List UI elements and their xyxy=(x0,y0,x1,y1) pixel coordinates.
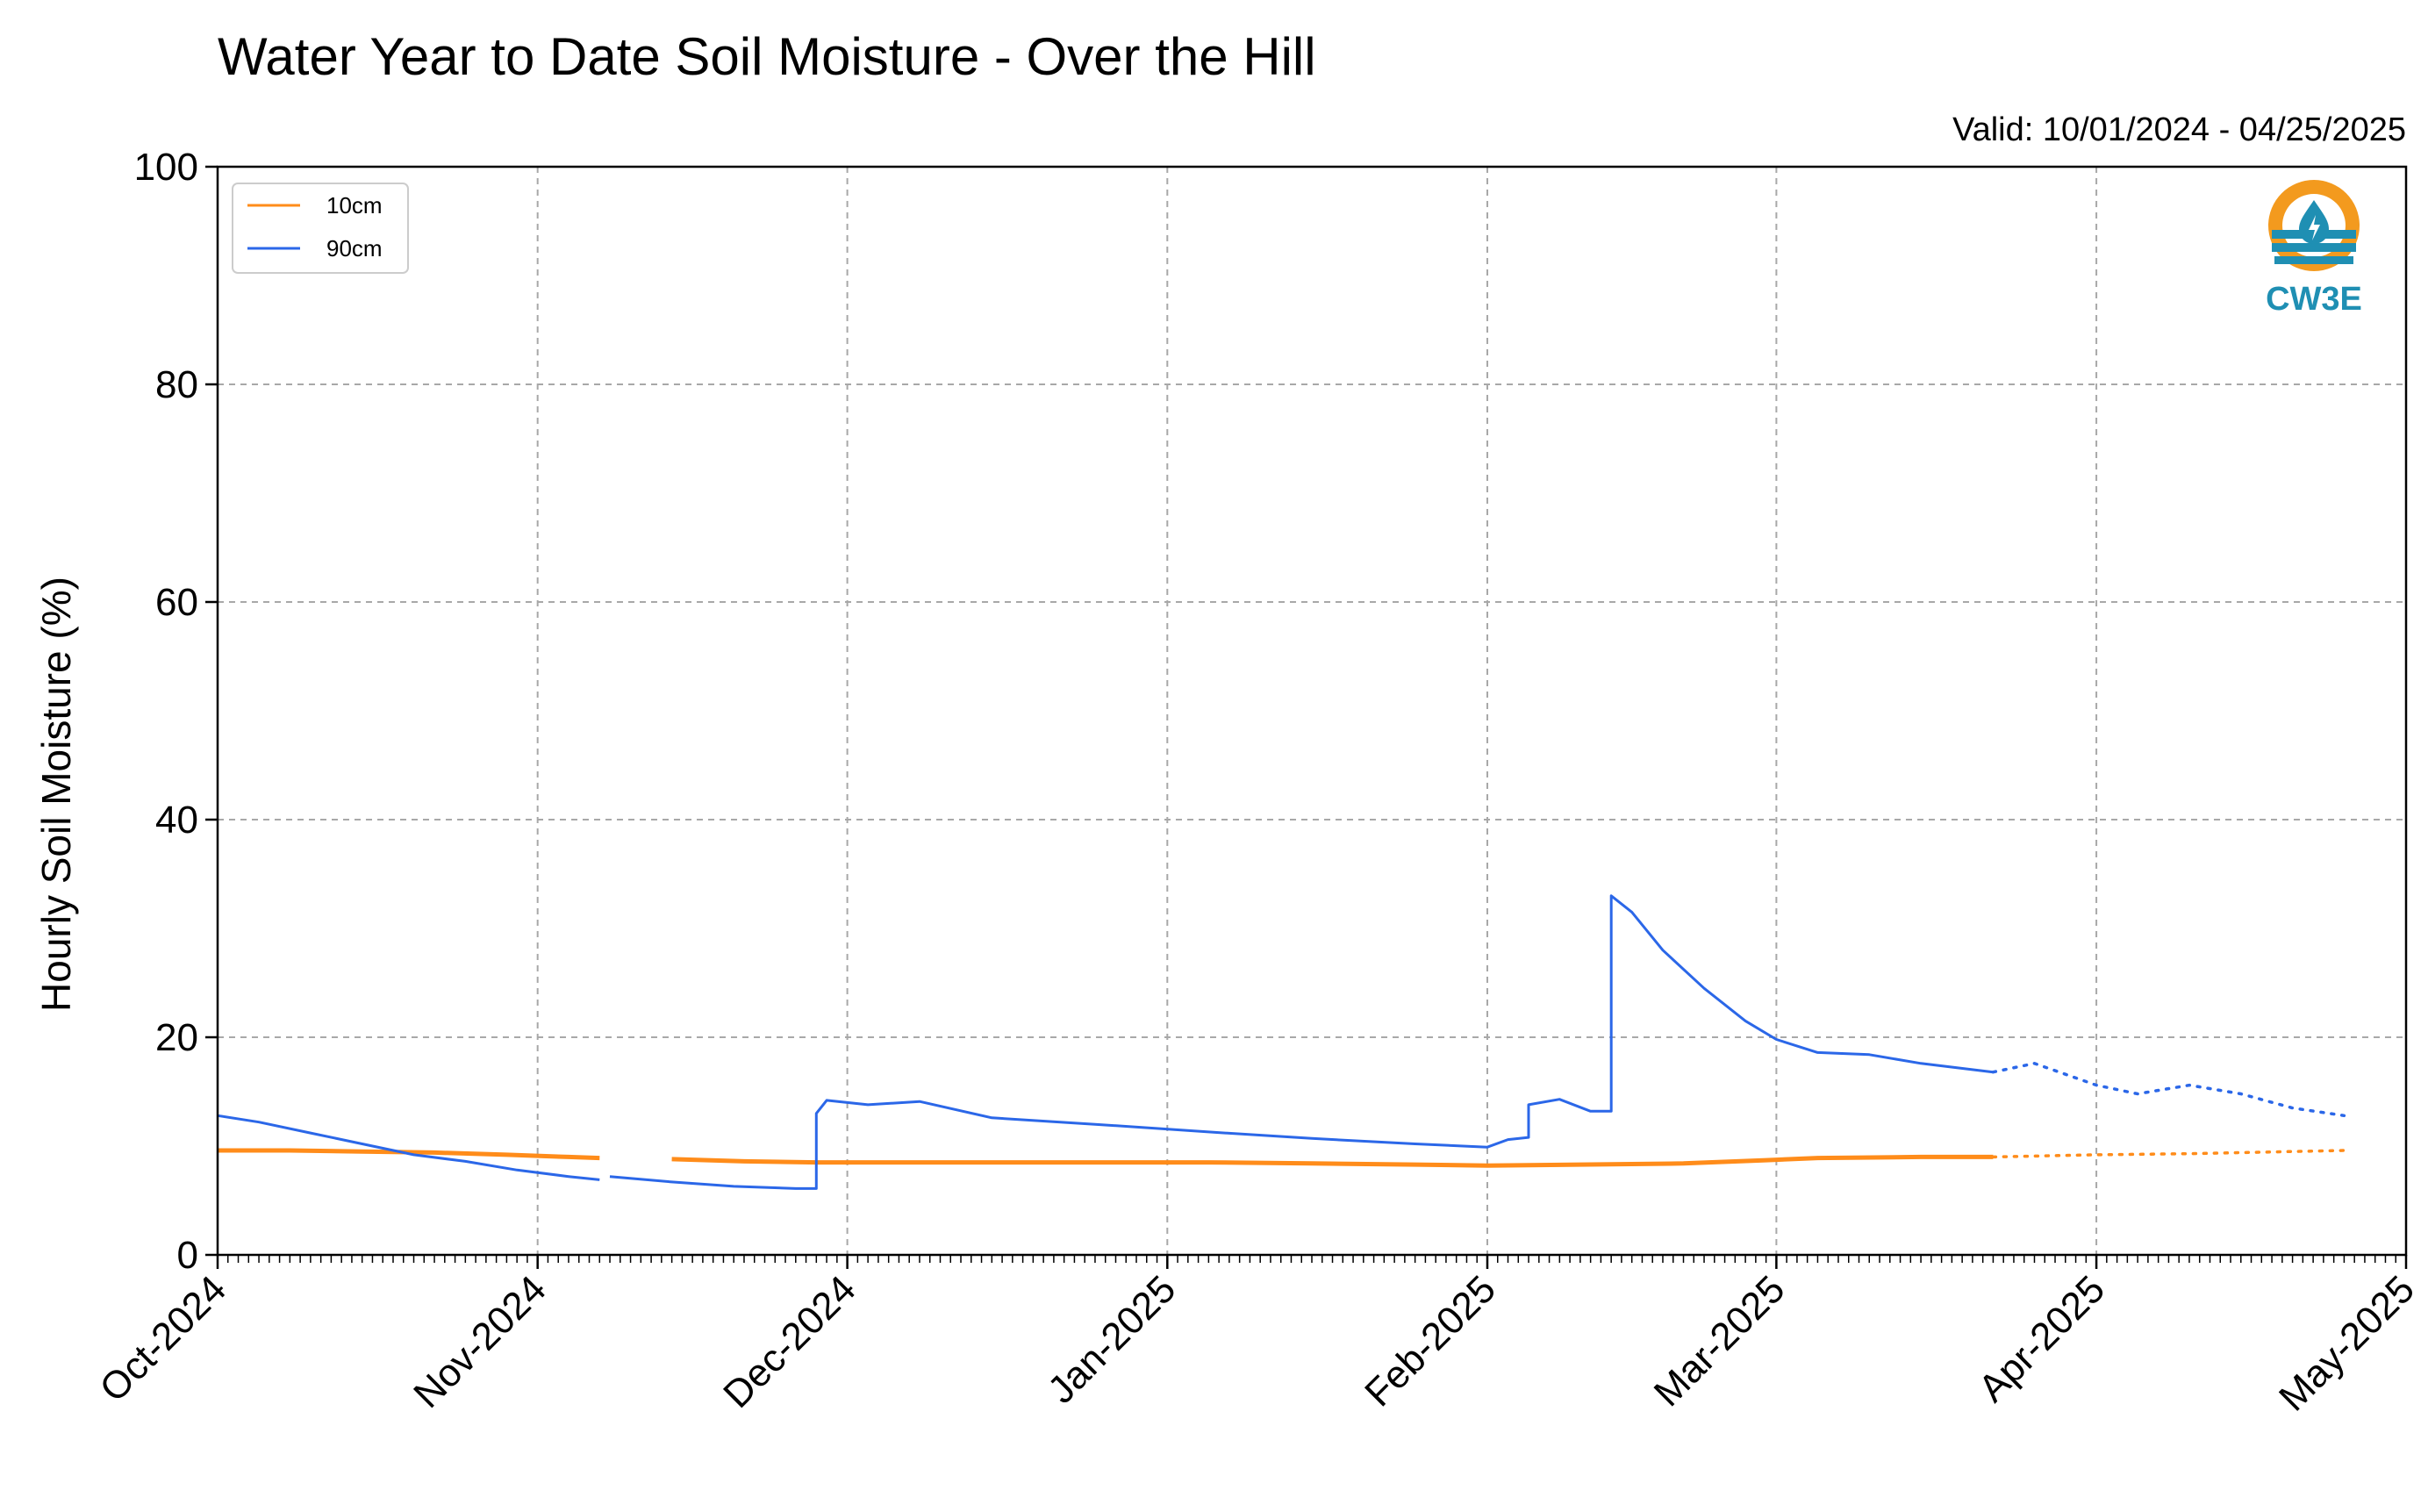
series-dotted-90cm xyxy=(1991,1061,2346,1118)
chart-title: Water Year to Date Soil Moisture - Over … xyxy=(218,27,1316,86)
axes: 0 20 40 60 80 100 Oct-2024 Nov-2024 Dec-2024 Jan-… xyxy=(91,146,2423,1419)
y-tick-label: 20 xyxy=(155,1016,198,1059)
x-tick-label: Mar-2025 xyxy=(1646,1267,1794,1415)
x-tick-label: Apr-2025 xyxy=(1971,1267,2114,1410)
x-tick-label: Feb-2025 xyxy=(1357,1267,1504,1415)
chart-subtitle: Valid: 10/01/2024 - 04/25/2025 xyxy=(1952,111,2406,148)
series-line-10cm xyxy=(671,1154,1994,1168)
x-tick-label: Jan-2025 xyxy=(1040,1267,1184,1411)
legend-label-10cm: 10cm xyxy=(326,192,383,219)
legend-label-90cm: 90cm xyxy=(326,235,383,262)
series-line-90cm xyxy=(609,894,1994,1190)
y-tick-label: 60 xyxy=(155,581,198,624)
series-line-10cm xyxy=(218,1148,600,1161)
plot-frame xyxy=(216,165,2408,1257)
water-drop-logo-icon xyxy=(2268,180,2360,271)
x-tick-label: Dec-2024 xyxy=(715,1267,864,1416)
logo-text: CW3E xyxy=(2266,281,2362,318)
x-tick-label: Nov-2024 xyxy=(405,1267,555,1416)
y-tick-label: 0 xyxy=(177,1234,198,1277)
series-line-90cm xyxy=(217,1114,600,1181)
x-tick-label: Oct-2024 xyxy=(91,1267,234,1410)
series-dotted-10cm xyxy=(1991,1149,2346,1159)
series-layer xyxy=(217,894,2346,1190)
x-tick-label: May-2025 xyxy=(2271,1267,2423,1419)
cw3e-logo: CW3E xyxy=(2266,180,2362,318)
y-tick-label: 40 xyxy=(155,799,198,842)
y-tick-label: 100 xyxy=(134,146,198,189)
legend: 10cm 90cm xyxy=(232,183,409,274)
y-tick-label: 80 xyxy=(155,363,198,406)
y-axis-label: Hourly Soil Moisture (%) xyxy=(33,577,79,1012)
grid xyxy=(218,167,2406,1255)
